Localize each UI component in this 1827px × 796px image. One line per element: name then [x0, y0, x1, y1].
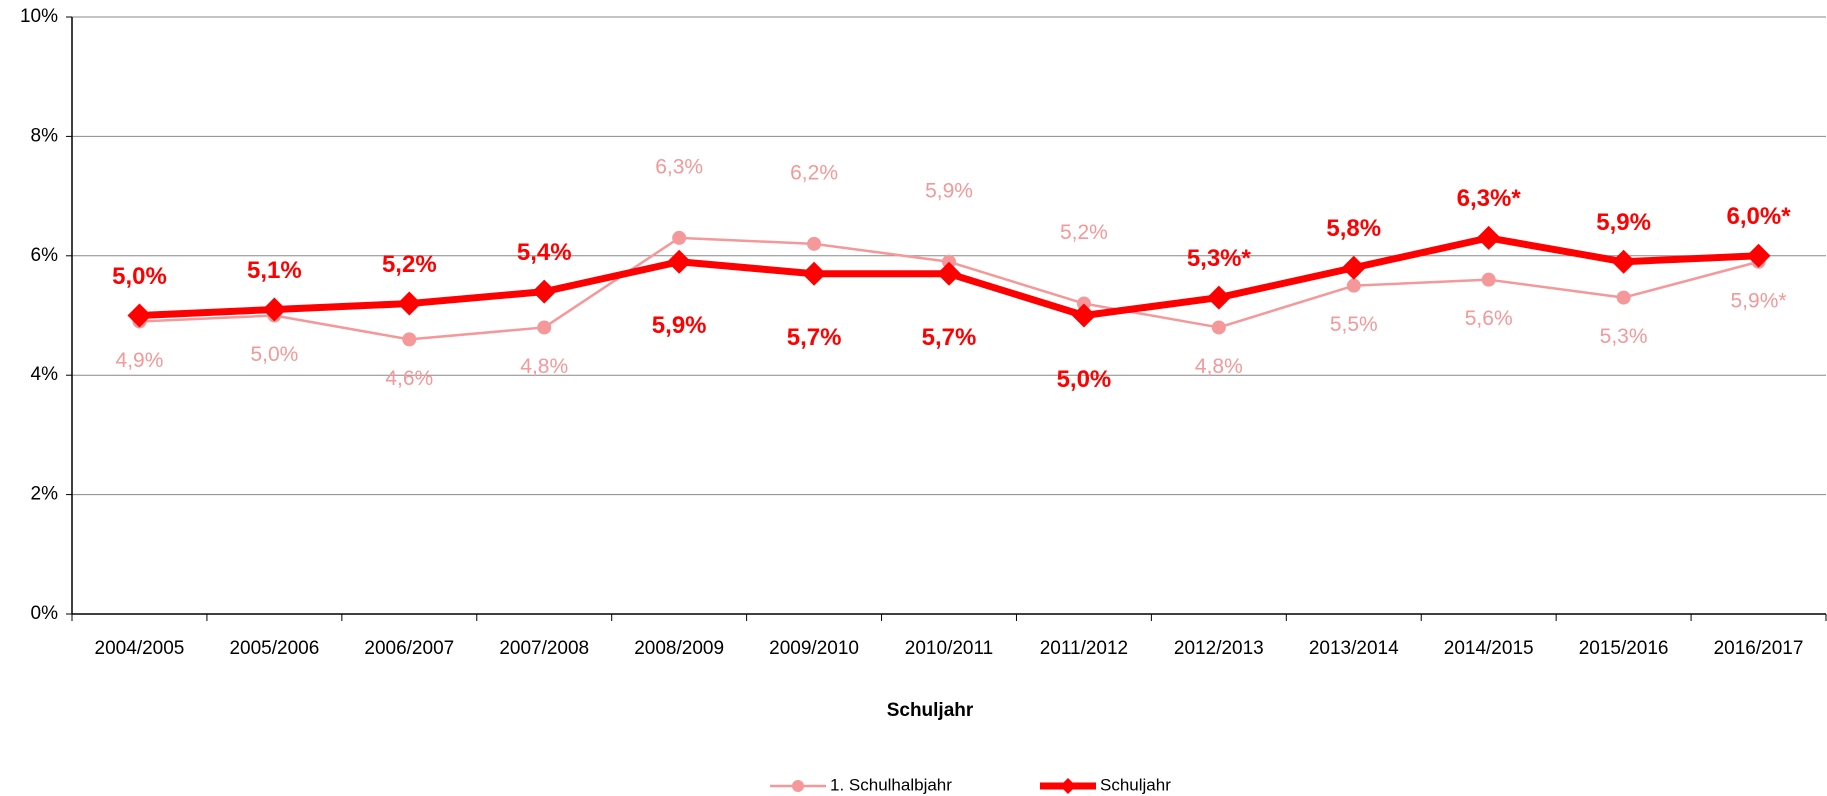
x-axis-title: Schuljahr — [887, 700, 974, 721]
x-tick-label: 2012/2013 — [1174, 638, 1264, 659]
marker — [1341, 255, 1366, 280]
x-tick-label: 2011/2012 — [1040, 638, 1128, 659]
marker — [1476, 225, 1501, 250]
marker — [1346, 278, 1361, 293]
y-tick-label: 8% — [31, 125, 59, 146]
data-label: 5,0% — [112, 263, 167, 290]
marker — [127, 303, 152, 328]
legend-marker — [1060, 778, 1076, 794]
x-tick-label: 2009/2010 — [769, 638, 859, 659]
data-label: 5,6% — [1465, 307, 1513, 330]
data-label: 5,7% — [787, 324, 842, 351]
data-label: 5,5% — [1330, 313, 1378, 336]
marker — [1611, 249, 1636, 274]
marker — [1616, 290, 1631, 305]
x-tick-label: 2010/2011 — [905, 638, 993, 659]
x-tick-label: 2016/2017 — [1714, 638, 1804, 659]
marker — [802, 261, 827, 286]
marker — [807, 236, 822, 251]
y-tick-label: 10% — [20, 6, 58, 27]
data-label: 5,8% — [1326, 215, 1381, 242]
x-tick-label: 2005/2006 — [229, 638, 319, 659]
data-label: 4,8% — [520, 355, 568, 378]
data-label: 5,4% — [517, 239, 572, 266]
y-tick-label: 2% — [31, 484, 59, 505]
legend-label: 1. Schulhalbjahr — [830, 775, 952, 794]
data-label: 6,3% — [655, 155, 703, 178]
marker — [937, 261, 961, 286]
data-label: 5,2% — [382, 251, 437, 278]
marker — [1211, 320, 1226, 335]
y-tick-label: 6% — [31, 245, 59, 266]
data-label: 5,9% — [652, 312, 707, 339]
marker — [397, 291, 422, 316]
y-tick-label: 4% — [31, 364, 59, 385]
marker — [532, 279, 557, 304]
marker — [262, 297, 287, 322]
data-label: 4,6% — [385, 367, 433, 390]
x-tick-label: 2013/2014 — [1309, 638, 1399, 659]
marker — [1206, 285, 1231, 310]
y-tick-label: 0% — [31, 603, 59, 624]
data-label: 6,2% — [790, 161, 838, 184]
x-tick-label: 2006/2007 — [364, 638, 454, 659]
data-label: 6,0%* — [1727, 203, 1792, 230]
data-label: 5,1% — [247, 257, 302, 284]
legend-marker — [792, 780, 804, 792]
data-label: 5,2% — [1060, 221, 1108, 244]
legend-label: Schuljahr — [1100, 775, 1171, 794]
marker — [1746, 243, 1771, 268]
x-tick-label: 2004/2005 — [95, 638, 185, 659]
marker — [402, 332, 417, 347]
data-label: 4,9% — [116, 349, 164, 372]
x-tick-label: 2008/2009 — [634, 638, 724, 659]
data-label: 6,3%* — [1457, 185, 1522, 212]
data-label: 5,3%* — [1187, 245, 1252, 272]
x-tick-label: 2014/2015 — [1444, 638, 1534, 659]
data-label: 4,8% — [1195, 355, 1243, 378]
data-label: 5,0% — [1057, 366, 1112, 393]
data-label: 5,3% — [1600, 325, 1648, 348]
marker — [672, 230, 687, 245]
marker — [1071, 303, 1096, 328]
x-tick-label: 2007/2008 — [499, 638, 589, 659]
marker — [537, 320, 552, 335]
data-label: 5,9% — [925, 179, 973, 202]
data-label: 5,7% — [922, 324, 977, 351]
marker — [1481, 272, 1496, 287]
data-label: 5,9%* — [1731, 289, 1787, 312]
data-label: 5,0% — [250, 343, 298, 366]
marker — [667, 249, 692, 274]
x-tick-label: 2015/2016 — [1579, 638, 1669, 659]
data-label: 5,9% — [1596, 209, 1651, 236]
